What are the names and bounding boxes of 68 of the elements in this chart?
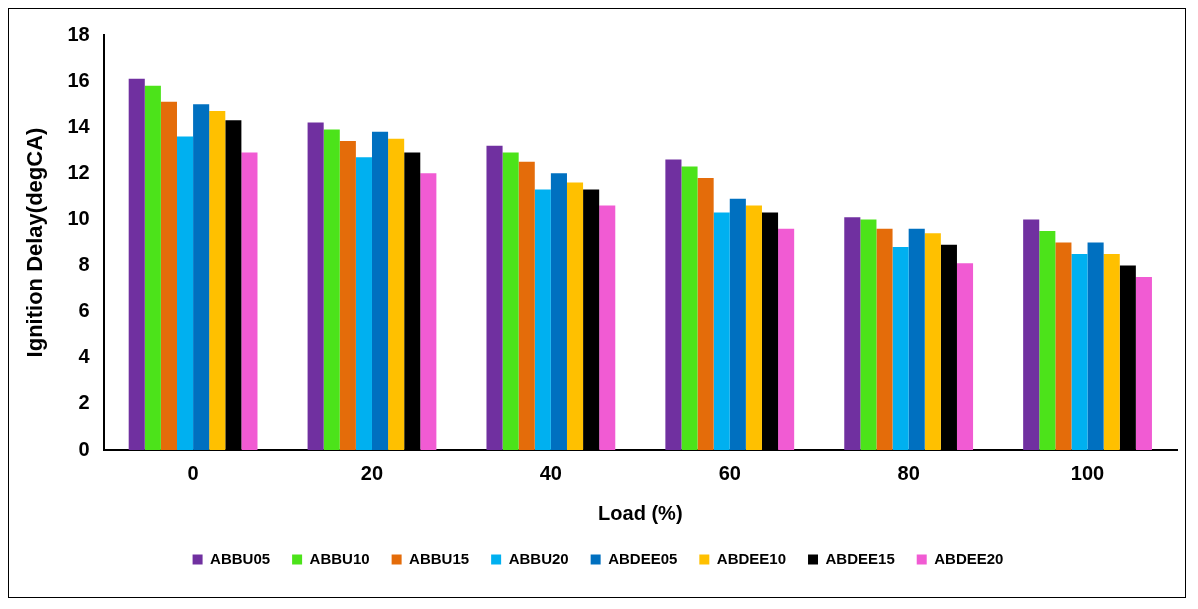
- bar: [339, 141, 356, 450]
- y-tick-label: 6: [78, 299, 90, 322]
- y-tick-label: 16: [67, 68, 90, 91]
- x-tick-label: 60: [718, 461, 741, 484]
- legend-label: ABDEE15: [825, 549, 895, 567]
- x-tick-label: 100: [1070, 461, 1105, 484]
- y-tick-label: 0: [78, 437, 90, 460]
- bar: [599, 205, 616, 450]
- bar: [1023, 219, 1040, 450]
- bar: [388, 138, 405, 450]
- bar: [1135, 277, 1152, 450]
- bar: [1039, 230, 1056, 450]
- bar: [534, 189, 551, 450]
- bar: [420, 173, 437, 450]
- bar: [518, 161, 535, 450]
- legend-label: ABDEE20: [934, 549, 1004, 567]
- bar: [209, 111, 226, 450]
- bar: [128, 78, 145, 450]
- legend-label: ABBU10: [309, 549, 370, 567]
- bar: [566, 182, 584, 450]
- bar: [355, 157, 372, 450]
- legend-label: ABDEE10: [716, 549, 787, 567]
- bar: [1055, 242, 1072, 450]
- y-tick-label: 12: [67, 160, 90, 183]
- bar: [371, 131, 389, 450]
- x-axis-title: Load (%): [598, 501, 683, 524]
- bar: [193, 104, 210, 450]
- bar: [1071, 254, 1088, 450]
- bar: [241, 152, 258, 450]
- bar: [550, 173, 567, 450]
- legend-label: ABDEE05: [608, 549, 678, 567]
- bar: [681, 166, 698, 450]
- y-tick-label: 10: [67, 206, 90, 229]
- bar: [160, 101, 177, 450]
- x-tick-label: 80: [897, 461, 920, 484]
- bar: [665, 159, 682, 450]
- bar: [697, 177, 714, 450]
- y-tick-label: 4: [78, 345, 91, 368]
- legend-label: ABBU20: [508, 549, 569, 567]
- bar: [176, 136, 194, 450]
- bar: [323, 129, 340, 450]
- bar: [778, 228, 795, 450]
- bar: [924, 233, 941, 450]
- bar: [729, 198, 746, 450]
- bar: [1103, 254, 1120, 450]
- x-tick-label: 20: [360, 461, 384, 484]
- y-axis-title: Ignition Delay(degCA): [22, 127, 48, 358]
- legend-label: ABBU15: [409, 549, 470, 567]
- bar: [908, 228, 925, 450]
- bar: [486, 145, 503, 450]
- bar: [892, 247, 909, 450]
- bar: [860, 219, 877, 450]
- bar: [713, 212, 730, 450]
- bar: [1087, 242, 1104, 450]
- x-tick-label: 40: [539, 461, 562, 484]
- bar: [745, 205, 762, 450]
- bar: [956, 263, 974, 450]
- legend-label: ABBU05: [210, 549, 271, 567]
- bar: [144, 85, 161, 450]
- x-tick-label: 0: [187, 461, 199, 484]
- bar: [876, 228, 893, 450]
- y-tick-label: 18: [67, 22, 90, 45]
- bar: [844, 217, 861, 450]
- y-tick-label: 2: [78, 391, 90, 414]
- bar: [307, 122, 324, 450]
- y-tick-label: 14: [67, 114, 91, 137]
- y-tick-label: 8: [78, 253, 90, 276]
- bar: [502, 152, 519, 450]
